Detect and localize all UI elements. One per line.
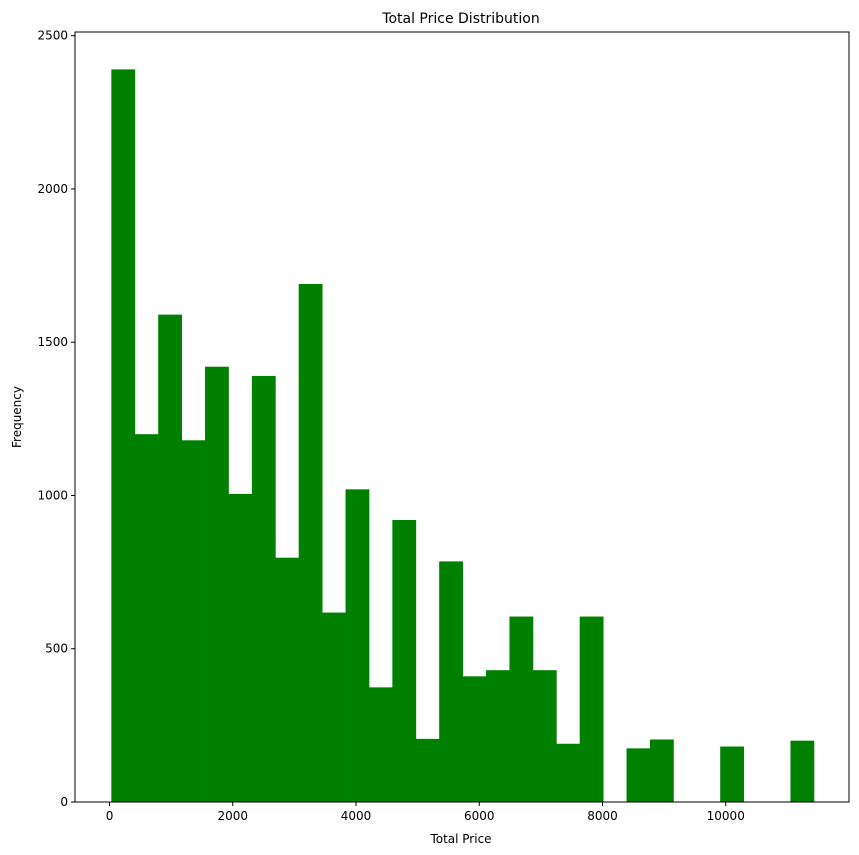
histogram-bar-7 (275, 557, 300, 802)
x-tick-label: 6000 (464, 809, 495, 823)
x-tick-label: 0 (106, 809, 114, 823)
histogram-bar-6 (251, 375, 276, 802)
histogram-bar-19 (556, 743, 581, 802)
x-axis: 0 2000 4000 6000 8000 10000 (106, 802, 745, 823)
histogram-bar-16 (486, 670, 510, 802)
histogram-bar-26 (720, 746, 745, 802)
y-axis-label: Frequency (10, 386, 24, 448)
plot-frame (74, 31, 850, 803)
histogram-bar-17 (509, 616, 534, 802)
histogram-bar-0 (111, 69, 136, 802)
histogram-bar-20 (579, 616, 604, 802)
histogram-bar-23 (649, 739, 674, 802)
y-axis: 0 500 1000 1500 2000 2500 (37, 29, 75, 809)
histogram-bar-22 (626, 748, 651, 802)
y-tick-label: 0 (60, 795, 68, 809)
histogram-bar-10 (345, 489, 370, 802)
x-tick-label: 8000 (587, 809, 618, 823)
histogram-bar-12 (392, 519, 417, 802)
histogram-bar-9 (322, 612, 346, 802)
y-tick-label: 1500 (37, 335, 68, 349)
histogram-bar-15 (462, 676, 487, 802)
histogram-bar-8 (298, 283, 323, 803)
x-tick-label: 2000 (217, 809, 248, 823)
chart-title: Total Price Distribution (381, 11, 539, 27)
histogram-bar-18 (532, 670, 557, 802)
x-tick-label: 4000 (341, 809, 372, 823)
x-tick-label: 10000 (707, 809, 745, 823)
histogram-bar-11 (368, 687, 393, 802)
bars-group (111, 69, 815, 803)
histogram-bar-13 (415, 738, 440, 802)
x-axis-label: Total Price (429, 832, 491, 846)
histogram-bar-14 (439, 561, 464, 803)
histogram-bar-5 (228, 493, 253, 802)
histogram-bar-3 (181, 440, 206, 802)
histogram-bar-1 (134, 434, 159, 802)
y-tick-label: 500 (45, 642, 68, 656)
histogram-bar-2 (158, 314, 183, 802)
y-tick-label: 2000 (37, 182, 68, 196)
y-tick-label: 1000 (37, 488, 68, 502)
y-tick-label: 2500 (37, 29, 68, 43)
histogram-bar-29 (790, 740, 815, 802)
histogram-bar-4 (205, 366, 229, 802)
